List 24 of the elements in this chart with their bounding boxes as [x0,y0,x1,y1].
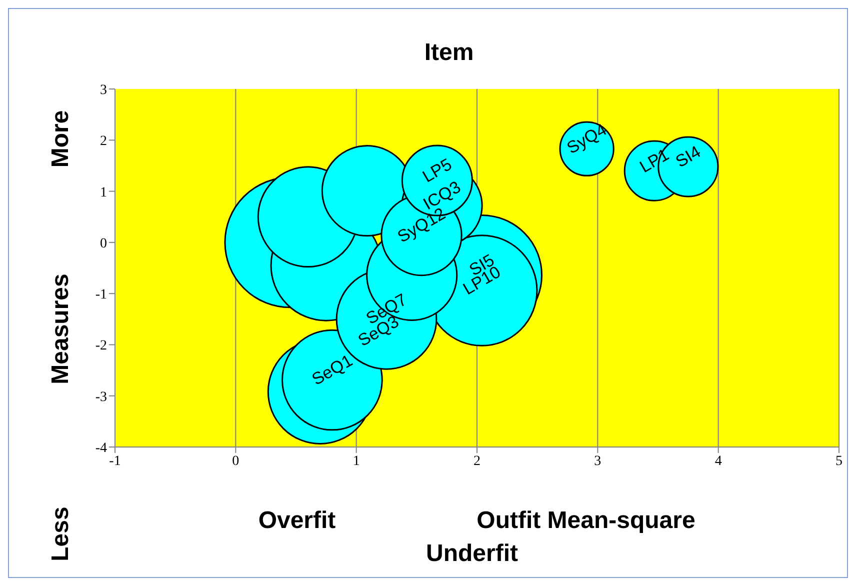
x-axis-title: Outfit Mean-square [476,507,696,535]
y-tick-label: 2 [100,134,107,150]
text: Less [47,506,75,562]
annotation: SeQ1 [308,350,356,390]
x-tick-label: 3 [594,454,602,469]
y-tick-label: -3 [95,390,107,405]
annotation: LP1 [636,145,672,177]
chart-title: Item [424,39,474,67]
x-tick-label: 1 [352,454,360,469]
annotation: SI4 [672,142,704,172]
y-tick-label: 1 [100,185,107,200]
y-tick-label: 0 [100,236,107,252]
text: Overfit [258,507,336,535]
y-tick-label: -1 [95,288,107,303]
x-tick-label: 5 [836,454,842,469]
y-tick-label: -2 [95,338,107,354]
x-tick-label: 0 [232,454,240,469]
text: Underfit [426,540,518,568]
x-tick-label: 2 [474,454,480,469]
x-tick-label: 4 [714,454,722,469]
y-axis-title: Measures [47,274,75,384]
text: More [47,110,75,168]
y-tick-label: -4 [95,440,107,456]
y-tick-label: 3 [100,82,107,98]
